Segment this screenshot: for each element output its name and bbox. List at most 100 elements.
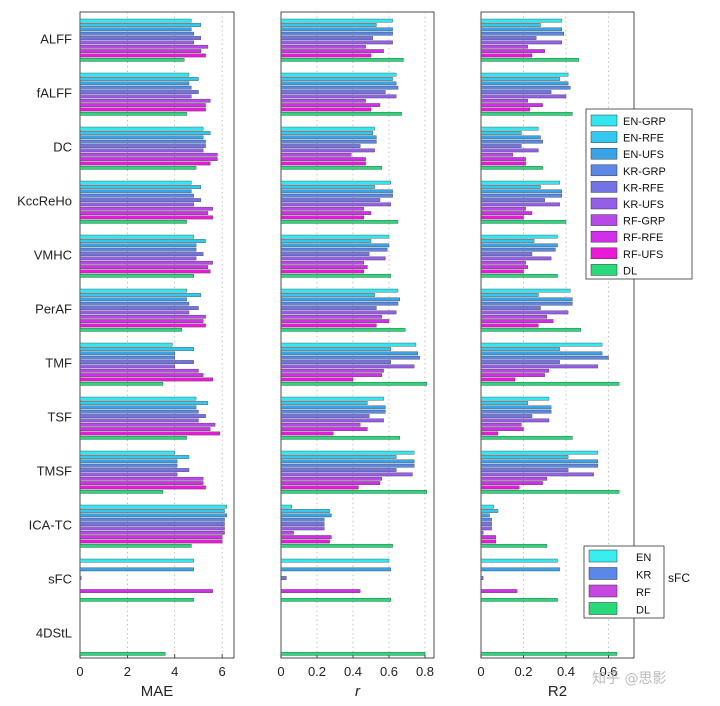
- bar-r-vmhc-dl: [280, 273, 391, 278]
- bar-r-peraf-en-grp: [280, 288, 399, 293]
- bar-r-dc-en-ufs: [280, 135, 377, 140]
- bar-r2-peraf-rf-grp: [480, 314, 548, 319]
- bar-r-ica-tc-en-grp: [280, 504, 292, 509]
- bar-mae-tmf-rf-rfe: [79, 373, 204, 377]
- bar-mae-tmsf-kr-ufs: [79, 472, 178, 477]
- bar-mae-dc-rf-grp: [79, 152, 218, 157]
- bar-mae-tmf-en-rfe: [79, 347, 194, 351]
- legend-sfc: EN KR RF DL sFC: [583, 545, 690, 619]
- bar-r-alff-kr-rfe: [280, 36, 373, 40]
- bar-r2-alff-rf-grp: [480, 44, 528, 49]
- bar-mae-tmsf-kr-rfe: [79, 468, 190, 472]
- bar-r-dc-rf-rfe: [280, 157, 366, 161]
- x-tick-label: 0.4: [344, 664, 362, 679]
- bar-r-vmhc-rf-grp: [280, 260, 364, 265]
- x-tick-label: 6: [219, 664, 226, 679]
- bar-mae-tsf-dl: [79, 435, 187, 440]
- bar-r2-tsf-kr-rfe: [480, 414, 533, 418]
- legend-main: EN-GRP EN-RFE EN-UFS KR-GRP KR-RFE KR-UFS RF-G…: [585, 108, 693, 280]
- category-label-sfc: sFC: [48, 572, 72, 587]
- bar-r-kccreho-kr-rfe: [280, 198, 381, 202]
- bar-r-4dstl-dl: [280, 651, 426, 656]
- bar-r-sfc-dl: [280, 597, 391, 602]
- bar-r2-ica-tc-rf-grp: [480, 530, 484, 535]
- bar-r-tsf-dl: [280, 435, 400, 440]
- bar-mae-tmf-rf-grp: [79, 368, 199, 373]
- bar-r-tsf-rf-rfe: [280, 427, 368, 431]
- bar-mae-kccreho-dl: [79, 219, 187, 224]
- bar-r2-vmhc-kr-grp: [480, 247, 556, 252]
- bar-r2-vmhc-en-ufs: [480, 243, 558, 248]
- bar-r-peraf-en-ufs: [280, 297, 400, 302]
- bar-mae-alff-kr-ufs: [79, 40, 194, 45]
- bar-r-dc-rf-grp: [280, 152, 352, 157]
- bar-mae-falff-kr-rfe: [79, 90, 199, 94]
- bar-mae-alff-dl: [79, 57, 185, 62]
- bar-mae-tmf-rf-ufs: [79, 377, 213, 382]
- bar-r-dc-rf-ufs: [280, 161, 366, 166]
- bar-r-ica-tc-dl: [280, 543, 393, 548]
- bar-r-tsf-en-grp: [280, 396, 384, 401]
- bar-mae-kccreho-en-rfe: [79, 185, 202, 189]
- legend-sfc-swatch-dl: [588, 602, 618, 615]
- bar-r2-tsf-kr-ufs: [480, 418, 550, 423]
- bar-r2-alff-en-grp: [480, 18, 562, 23]
- bar-mae-kccreho-rf-ufs: [79, 215, 213, 220]
- bar-r-tmf-kr-rfe: [280, 360, 391, 364]
- bar-mae-ica-tc-en-grp: [79, 504, 228, 509]
- bar-mae-tmsf-en-ufs: [79, 459, 178, 464]
- bar-r2-peraf-rf-ufs: [480, 323, 539, 328]
- legend-label-rf-ufs: RF-UFS: [623, 249, 663, 261]
- bar-mae-peraf-dl: [79, 327, 183, 332]
- bar-mae-tmf-kr-ufs: [79, 364, 175, 369]
- bar-r-tmsf-en-rfe: [280, 455, 397, 459]
- bar-mae-dc-en-rfe: [79, 131, 211, 135]
- x-tick-label: 0.2: [514, 664, 532, 679]
- bar-r-dc-dl: [280, 165, 382, 170]
- bar-r-kccreho-en-rfe: [280, 185, 375, 189]
- axis-title-r2: R2: [548, 683, 567, 700]
- legend-label-en-ufs: EN-UFS: [623, 149, 664, 161]
- legend-label-dl: DL: [623, 265, 637, 277]
- bar-mae-sfc-rf-rfe: [79, 589, 213, 593]
- bar-r-falff-rf-rfe: [280, 103, 381, 107]
- bar-r-ica-tc-kr-rfe: [280, 522, 325, 526]
- legend-sfc-label-dl: DL: [636, 605, 650, 617]
- bar-mae-vmhc-en-ufs: [79, 243, 197, 248]
- bar-mae-kccreho-en-grp: [79, 180, 192, 185]
- bar-mae-vmhc-en-grp: [79, 234, 194, 239]
- bar-r-sfc-rf-rfe: [280, 589, 361, 593]
- bar-r2-falff-dl: [480, 111, 573, 116]
- bar-r2-ica-tc-kr-ufs: [480, 526, 492, 531]
- bar-mae-dc-kr-grp: [79, 139, 206, 144]
- bar-r-peraf-kr-rfe: [280, 306, 377, 310]
- bar-mae-vmhc-kr-ufs: [79, 256, 197, 261]
- bar-r2-tmsf-en-rfe: [480, 455, 569, 459]
- legend-sfc-title: sFC: [668, 571, 690, 585]
- bar-r2-tsf-en-rfe: [480, 401, 528, 405]
- bar-r-vmhc-rf-ufs: [280, 269, 364, 274]
- bar-mae-falff-en-rfe: [79, 77, 199, 81]
- bar-mae-alff-rf-rfe: [79, 49, 202, 53]
- category-label-ica-tc: ICA-TC: [29, 518, 72, 533]
- legend-swatch-en-grp: [590, 114, 618, 127]
- bar-r2-tsf-dl: [480, 435, 573, 440]
- bar-mae-ica-tc-rf-rfe: [79, 535, 223, 539]
- bar-r2-falff-kr-ufs: [480, 94, 567, 99]
- bar-mae-sfc-kr-rfe: [79, 576, 82, 580]
- panel-r2: 0 0.2 0.4 0.6 R2: [477, 11, 635, 700]
- bar-r2-ica-tc-en-grp: [480, 504, 494, 509]
- bar-mae-ica-tc-dl: [79, 543, 192, 548]
- bar-mae-peraf-kr-rfe: [79, 306, 199, 310]
- category-label-tmsf: TMSF: [37, 464, 72, 479]
- bar-mae-tsf-kr-ufs: [79, 418, 199, 423]
- bar-r-falff-dl: [280, 111, 402, 116]
- bar-r2-falff-rf-grp: [480, 98, 528, 103]
- bar-r2-tmf-rf-grp: [480, 368, 550, 373]
- panel-r: 0 0.2 0.4 0.6 0.8 r: [277, 11, 435, 700]
- bar-r2-kccreho-rf-grp: [480, 206, 526, 211]
- bar-r-peraf-dl: [280, 327, 406, 332]
- bar-r2-tmsf-kr-rfe: [480, 468, 569, 472]
- bar-r2-peraf-rf-rfe: [480, 319, 554, 323]
- bar-r2-alff-en-ufs: [480, 27, 562, 32]
